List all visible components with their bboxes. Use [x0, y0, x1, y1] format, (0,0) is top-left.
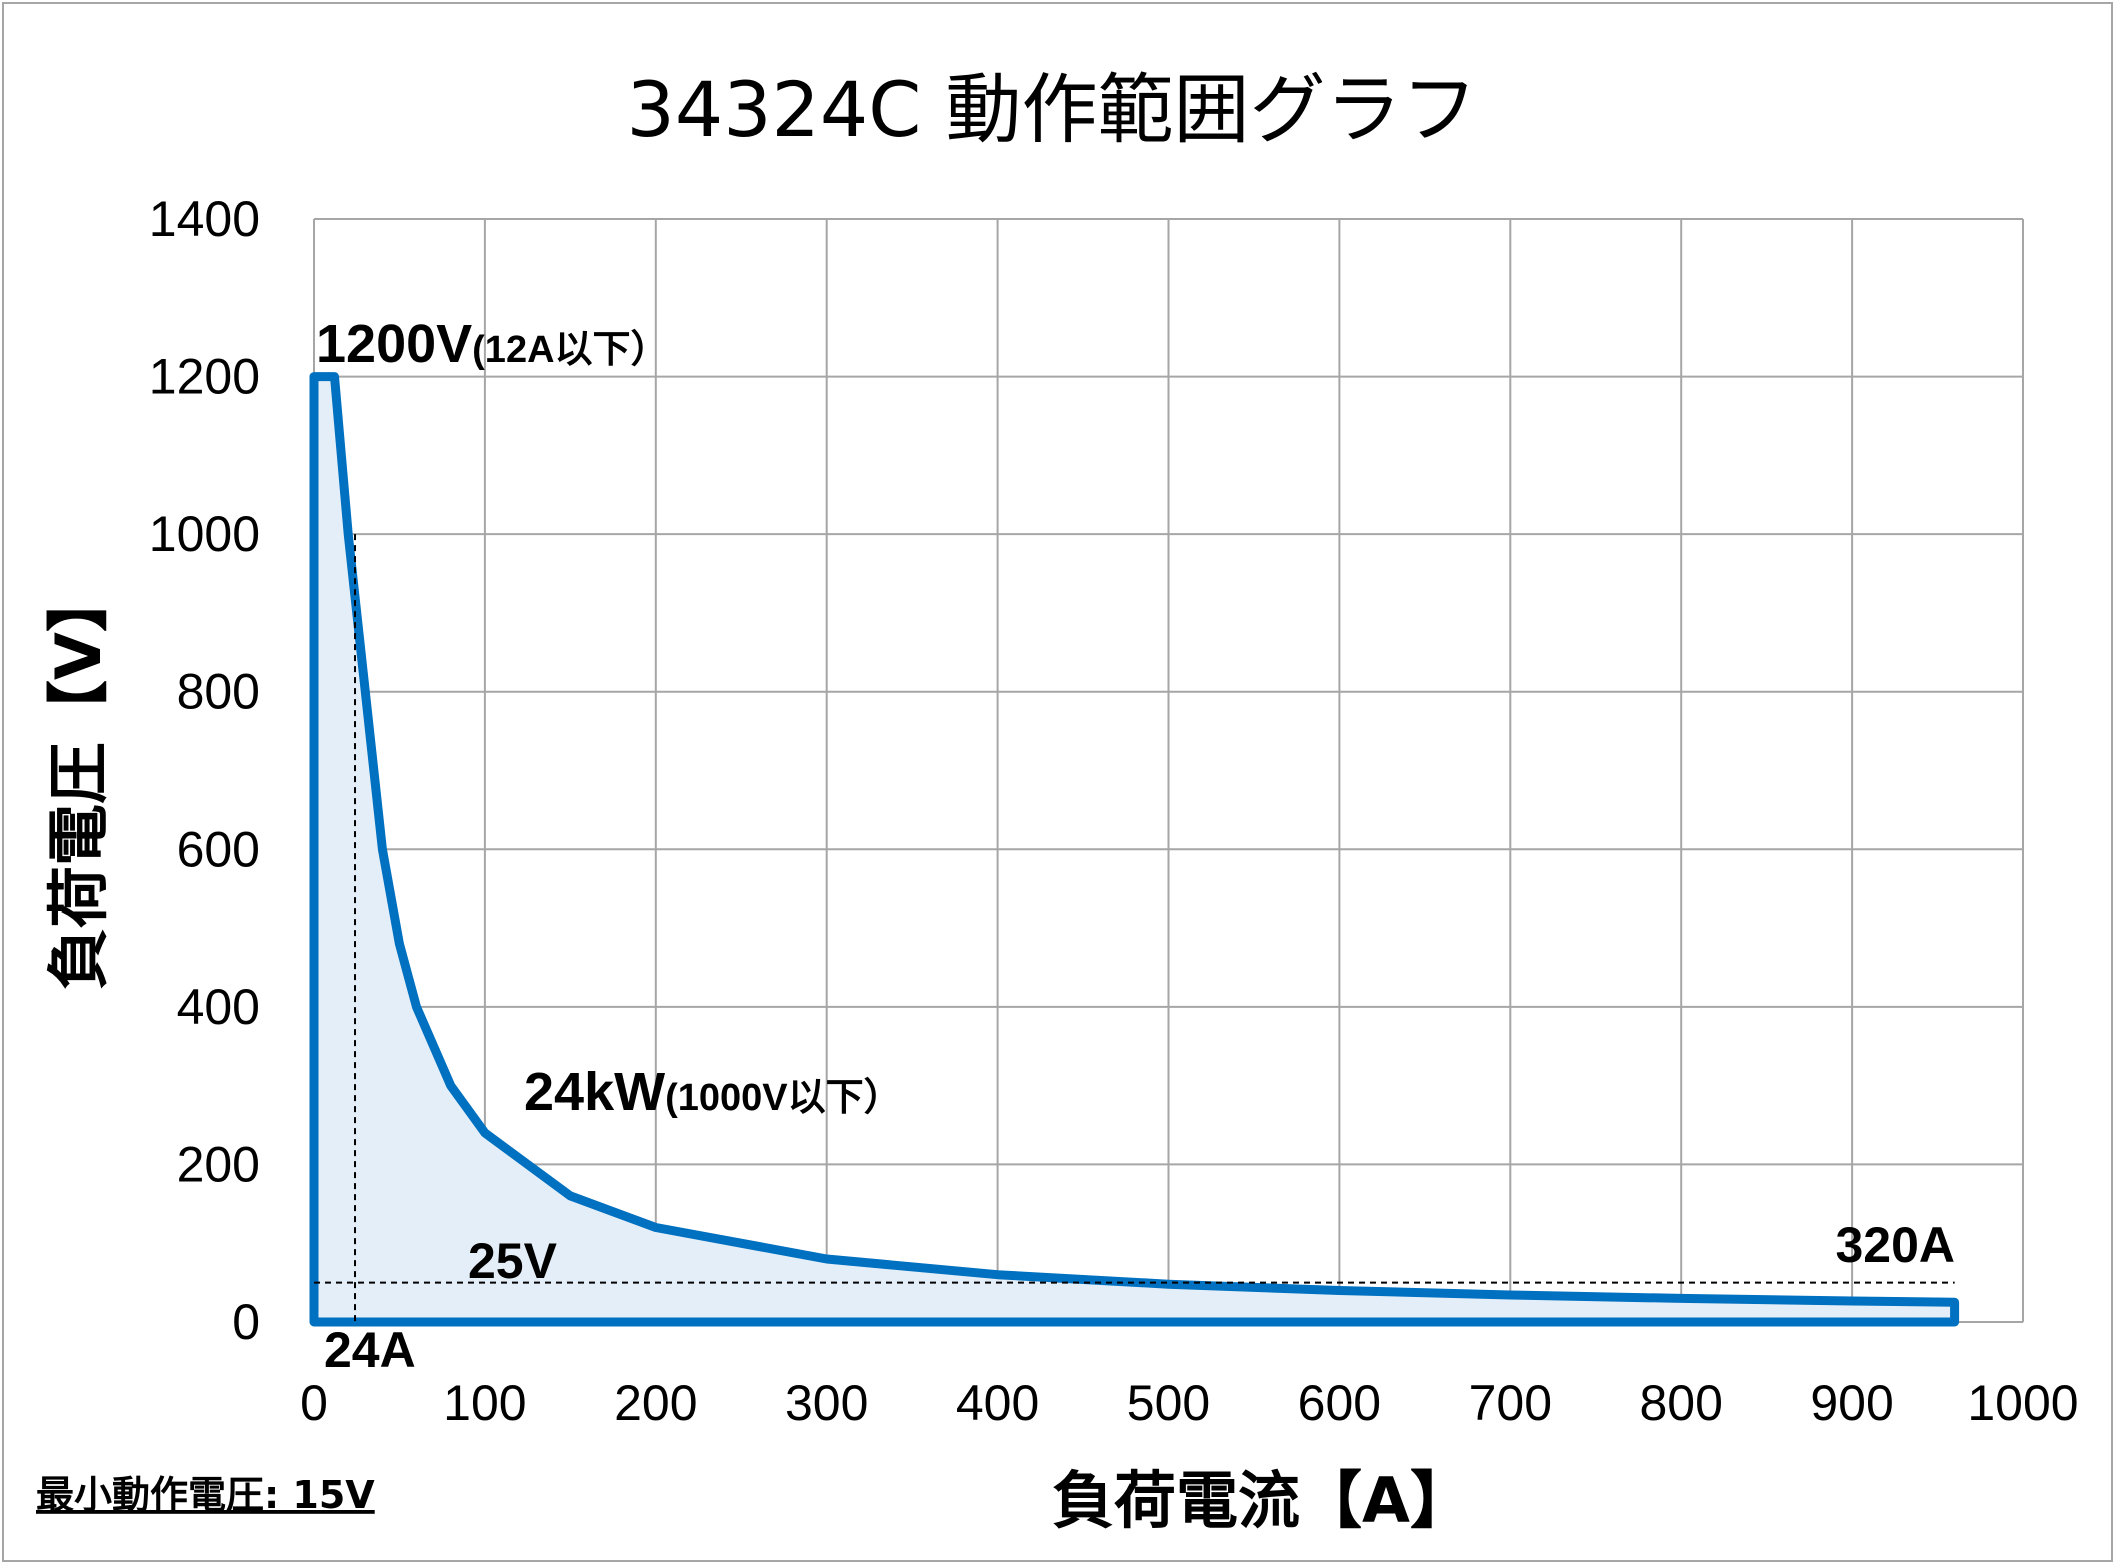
operating-area [309, 372, 1960, 1327]
y-tick-label: 600 [177, 821, 260, 877]
y-tick-label: 1000 [149, 506, 260, 562]
min-current-label: 24A [324, 1322, 416, 1378]
reference-lines [314, 534, 1955, 1322]
y-tick-label: 1200 [149, 349, 260, 405]
y-tick-label: 800 [177, 664, 260, 720]
x-tick-label: 100 [443, 1375, 526, 1431]
x-tick-label: 700 [1469, 1375, 1552, 1431]
max-current-label: 320A [1835, 1217, 1955, 1273]
y-tick-label: 1400 [149, 191, 260, 247]
voltage-limit-annotation: 1200V(12A以下） [316, 314, 669, 374]
chart-title: 34324C 動作範囲グラフ [627, 65, 1478, 154]
x-tick-label: 1000 [1967, 1375, 2078, 1431]
x-tick-label: 800 [1639, 1375, 1722, 1431]
y-tick-label: 0 [232, 1294, 260, 1350]
operating-boundary-line [309, 372, 1960, 1327]
x-tick-labels: 0 100 200 300 400 500 600 700 800 900 1000 [300, 1375, 2079, 1431]
power-limit-sub: (1000V以下） [665, 1077, 902, 1119]
x-tick-label: 400 [956, 1375, 1039, 1431]
min-voltage-footnote: 最小動作電圧: 15V [36, 1473, 375, 1517]
operating-area-fill [314, 376, 1955, 1323]
power-limit-annotation: 24kW(1000V以下） [524, 1062, 902, 1122]
x-tick-label: 900 [1810, 1375, 1893, 1431]
grid [313, 218, 2024, 1323]
x-tick-label: 500 [1127, 1375, 1210, 1431]
x-tick-label: 300 [785, 1375, 868, 1431]
x-tick-label: 600 [1298, 1375, 1381, 1431]
x-tick-label: 0 [300, 1375, 328, 1431]
y-tick-label: 400 [177, 979, 260, 1035]
min-voltage-label: 25V [468, 1233, 558, 1289]
voltage-limit-sub: (12A以下） [472, 329, 668, 371]
y-tick-labels: 0 200 400 600 800 1000 1200 1400 [149, 191, 260, 1350]
voltage-limit-main: 1200V [316, 314, 472, 374]
power-limit-main: 24kW [524, 1062, 665, 1122]
y-tick-label: 200 [177, 1136, 260, 1192]
x-tick-label: 200 [614, 1375, 697, 1431]
x-axis-label: 負荷電流【A】 [1052, 1464, 1472, 1537]
y-axis-label: 負荷電圧【V】 [42, 570, 115, 990]
